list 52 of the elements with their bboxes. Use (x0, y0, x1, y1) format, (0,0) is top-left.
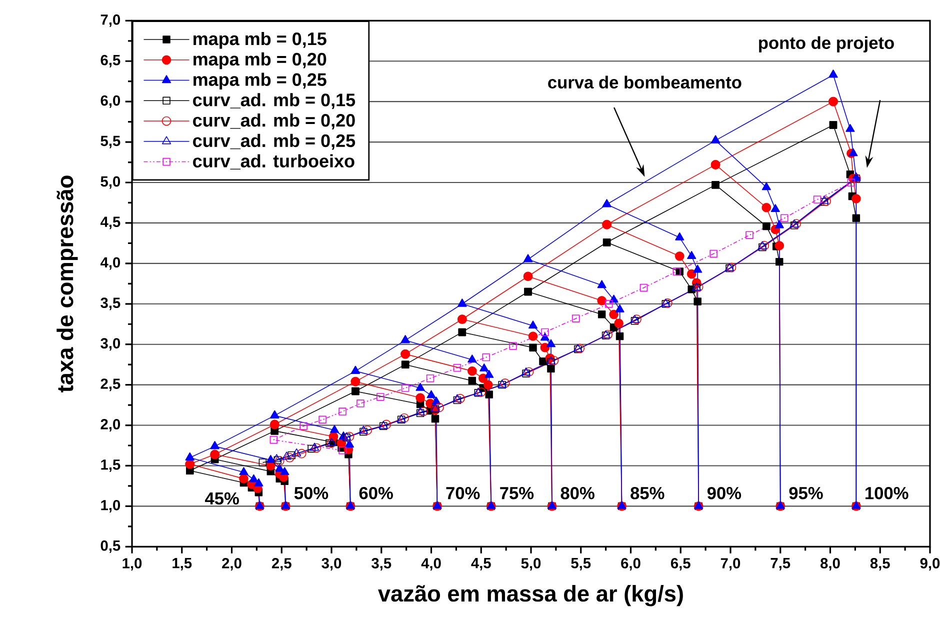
annotation: 100% (866, 486, 908, 500)
x-tick-label: 2,0 (222, 558, 242, 571)
x-tick-label: 2,5 (272, 558, 292, 571)
x-tick-label: 7,0 (720, 558, 740, 571)
y-tick-label: 6,5 (100, 54, 120, 68)
legend-label: curv_ad. mb = 0,25 (193, 134, 356, 150)
y-tick-label: 2,5 (100, 378, 120, 392)
annotation: 95% (789, 486, 823, 500)
annotation: 60% (359, 486, 393, 500)
x-tick-label: 7,5 (770, 558, 790, 570)
x-tick-label: 4,5 (471, 558, 491, 570)
annotation: curva de bombeamento (548, 76, 742, 89)
y-tick-label: 5,0 (100, 176, 120, 189)
x-tick-label: 1,0 (122, 558, 142, 571)
x-tick-label: 5,0 (521, 558, 541, 571)
annotation: 70% (446, 486, 480, 500)
legend-label: mapa mb = 0,25 (194, 72, 326, 90)
legend-label: curv_ad. turboeixo (193, 154, 354, 170)
x-tick-label: 3,0 (322, 558, 342, 571)
x-tick-label: 4,0 (421, 558, 441, 571)
y-tick-label: 1,5 (101, 460, 120, 472)
x-axis-title: vazão em massa de ar (kg/s) (378, 585, 683, 606)
y-tick-label: 4,0 (100, 257, 120, 270)
annotation: 85% (630, 486, 664, 500)
y-tick-label: 5,5 (100, 136, 120, 148)
y-tick-label: 2,0 (100, 419, 120, 432)
y-tick-label: 6,0 (100, 95, 120, 108)
legend-label: mapa mb = 0,15 (194, 32, 326, 49)
annotation: 50% (294, 486, 328, 500)
x-tick-label: 9,0 (920, 558, 940, 571)
x-tick-label: 8,0 (820, 558, 840, 571)
y-tick-label: 7,0 (100, 14, 120, 27)
y-axis-title: taxa de compressão (56, 176, 78, 392)
y-tick-label: 3,5 (100, 298, 120, 310)
y-tick-label: 0,5 (100, 540, 120, 553)
x-tick-label: 5,5 (571, 558, 591, 570)
legend-label: curv_ad. mb = 0,15 (193, 93, 356, 109)
annotation: 45% (205, 492, 239, 505)
y-tick-label: 4,5 (100, 216, 120, 230)
legend-label: curv_ad. mb = 0,20 (193, 114, 355, 130)
x-tick-label: 6,5 (670, 558, 690, 571)
annotation: 75% (500, 487, 534, 500)
x-tick-label: 6,0 (621, 558, 640, 571)
x-tick-label: 3,5 (372, 558, 392, 571)
y-tick-label: 1,0 (101, 500, 120, 512)
y-tick-label: 3,0 (100, 338, 120, 351)
annotation: ponto de projeto (759, 36, 894, 52)
legend-label: mapa mb = 0,20 (194, 52, 326, 70)
x-tick-label: 1,5 (172, 558, 192, 570)
annotation: 80% (560, 486, 594, 500)
annotation: 90% (707, 486, 742, 500)
x-tick-label: 8,5 (870, 558, 890, 571)
